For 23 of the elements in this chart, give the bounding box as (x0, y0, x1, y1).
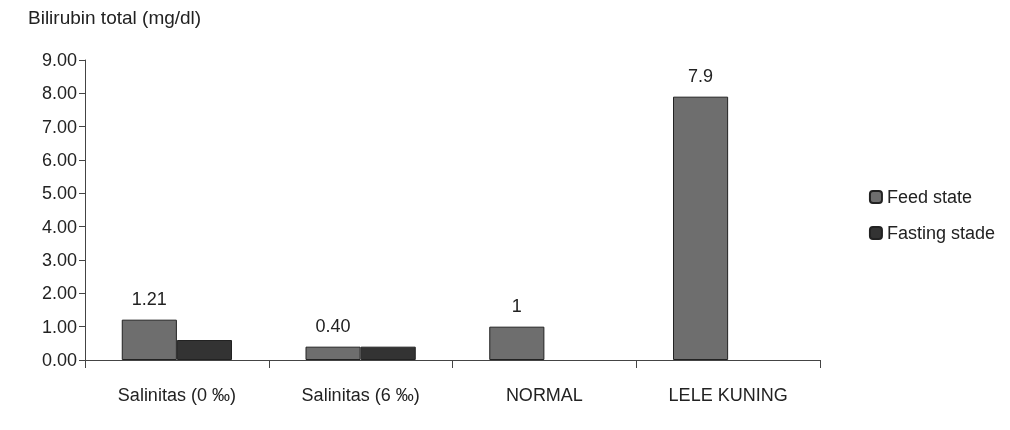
y-tick-label: 2.00 (41, 283, 77, 304)
legend-label: Fasting stade (886, 223, 995, 243)
bar (673, 96, 729, 360)
y-tick-label: 3.00 (41, 250, 77, 270)
y-tick-label: 8.00 (41, 83, 77, 104)
y-tick-label: 6.00 (41, 150, 77, 170)
data-label: 0.40 (315, 315, 351, 336)
y-tick-label: 4.00 (41, 216, 77, 237)
x-tick-label: LELE KUNING (668, 385, 788, 405)
y-tick-label: 0.00 (41, 350, 77, 370)
data-label: 1 (511, 295, 522, 316)
y-tick-label: 1.00 (41, 316, 77, 337)
x-tick-label: Salinitas (0 ‰) (117, 385, 236, 405)
data-label: 7.9 (688, 65, 714, 86)
bar (489, 326, 545, 360)
legend-label: Feed state (886, 187, 972, 207)
y-tick-label: 7.00 (41, 116, 77, 137)
x-tick-label: NORMAL (505, 385, 583, 405)
y-tick-label: 9.00 (41, 50, 77, 70)
data-label: 1.21 (131, 288, 167, 309)
y-axis-title: Bilirubin total (mg/dl) (28, 7, 202, 28)
y-tick-label: 5.00 (41, 183, 77, 204)
x-tick-label: Salinitas (6 ‰) (301, 385, 420, 405)
